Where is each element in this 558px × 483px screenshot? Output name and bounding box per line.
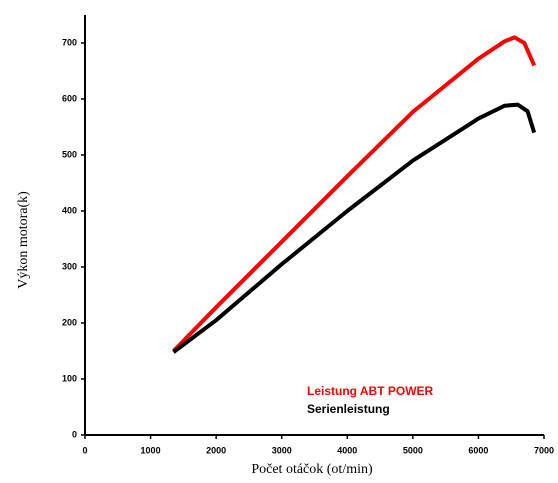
y-tick-label: 700 (62, 37, 77, 47)
x-tick-label: 7000 (534, 445, 554, 455)
x-tick-label: 6000 (468, 445, 488, 455)
y-tick-label: 0 (72, 429, 77, 439)
legend-entry: Leistung ABT POWER (307, 384, 434, 398)
line (172, 102, 537, 354)
legend-entry: Serienleistung (307, 402, 390, 416)
y-tick-label: 300 (62, 261, 77, 271)
x-tick-label: 2000 (206, 445, 226, 455)
y-tick-label: 500 (62, 149, 77, 159)
y-tick-label: 400 (62, 205, 77, 215)
x-axis-label: Počet otáčok (ot/min) (251, 462, 373, 477)
x-tick-label: 1000 (141, 445, 161, 455)
x-tick-label: 0 (82, 445, 87, 455)
y-tick-label: 100 (62, 373, 77, 383)
y-tick-label: 600 (62, 93, 77, 103)
x-tick-label: 3000 (272, 445, 292, 455)
y-axis-label: Výkon motora(k) (16, 191, 31, 289)
y-tick-label: 200 (62, 317, 77, 327)
line (172, 35, 536, 353)
x-tick-label: 5000 (403, 445, 423, 455)
x-tick-label: 4000 (337, 445, 357, 455)
